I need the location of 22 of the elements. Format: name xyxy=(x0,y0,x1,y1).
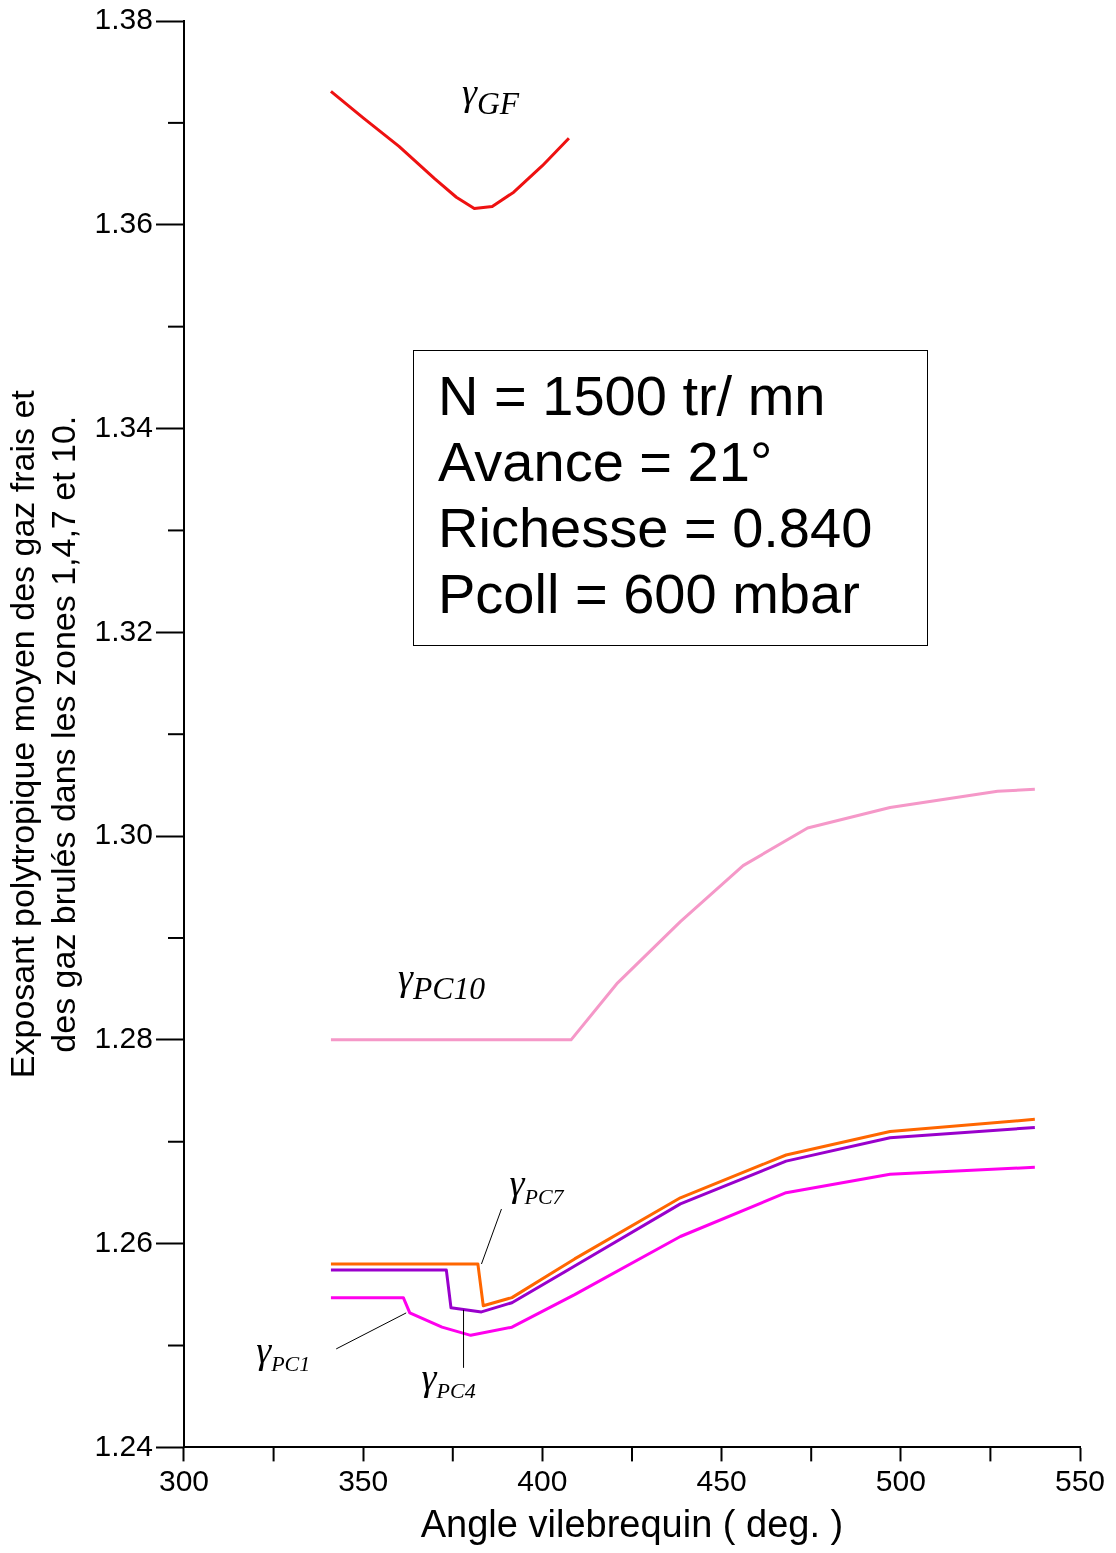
y-tick-label: 1.24 xyxy=(94,1428,153,1462)
annotation: N = 1500 tr/ mn xyxy=(438,363,827,429)
x-tick-label: 300 xyxy=(158,1463,210,1497)
x-tick-label: 450 xyxy=(696,1463,747,1497)
x-tick-label: 550 xyxy=(1054,1463,1106,1497)
annotation: γ$_{GF}$ xyxy=(462,70,520,122)
annotation: Pcoll = 600 mbar xyxy=(438,561,861,627)
x-axis-title: Angle vilebrequin ( deg. ) xyxy=(420,1502,844,1545)
annotation: Avance = 21° xyxy=(438,429,774,495)
x-tick-label: 350 xyxy=(338,1463,389,1497)
y-axis-title: Exposant polytropique moyen des gaz frais et des gaz brulés dans les zones 1,4,7 et 10. xyxy=(2,389,82,1079)
annotation: γ$_{PC10}$ xyxy=(398,955,486,1007)
y-tick-label: 1.30 xyxy=(94,817,153,851)
y-tick-label: 1.26 xyxy=(94,1224,153,1258)
y-tick-label: 1.34 xyxy=(94,409,153,443)
y-tick-label: 1.38 xyxy=(94,2,153,36)
annotation: Richesse = 0.840 xyxy=(438,495,874,561)
x-tick-label: 500 xyxy=(875,1463,926,1497)
y-tick-label: 1.28 xyxy=(94,1021,153,1055)
y-tick-label: 1.32 xyxy=(94,613,153,647)
y-tick-label: 1.36 xyxy=(94,206,153,240)
x-tick-label: 400 xyxy=(517,1463,568,1497)
